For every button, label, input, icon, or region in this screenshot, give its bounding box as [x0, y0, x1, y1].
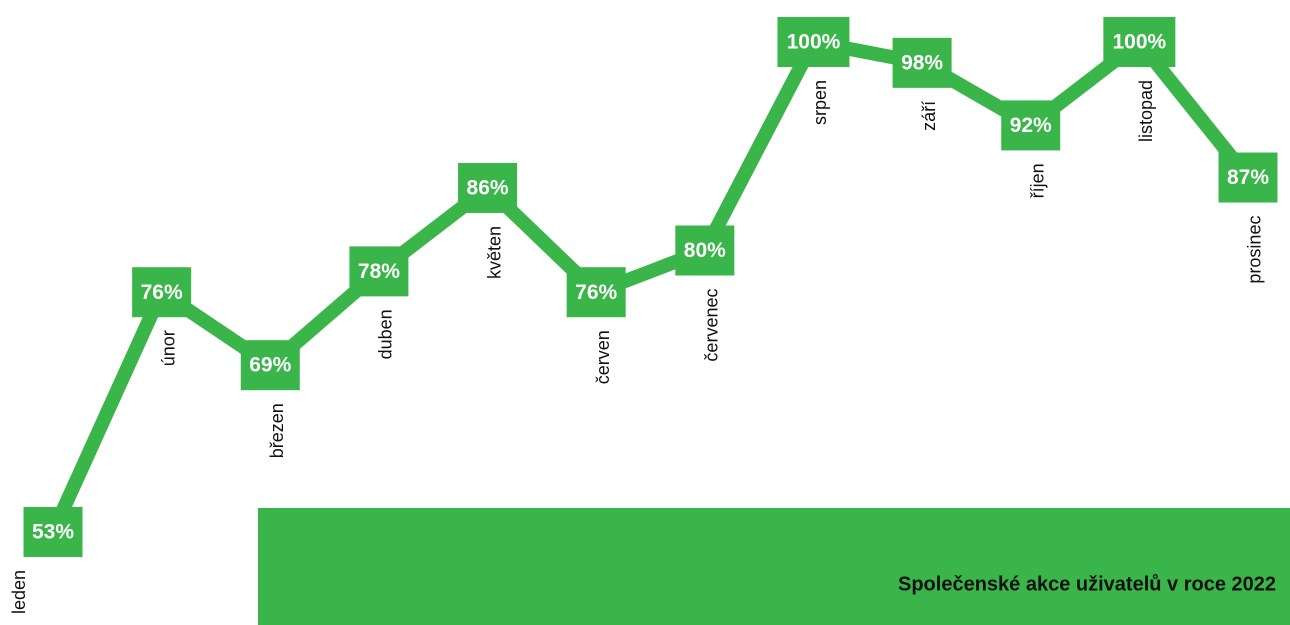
category-label: listopad — [1136, 80, 1156, 142]
data-label: 87% — [1227, 166, 1269, 189]
data-label: 100% — [1113, 31, 1167, 54]
category-label: prosinec — [1245, 216, 1265, 284]
label-box — [240, 340, 300, 391]
label-box — [1001, 100, 1061, 151]
label-box — [566, 267, 626, 318]
data-label: 78% — [358, 260, 400, 283]
category-label: květen — [484, 226, 504, 279]
label-box — [349, 246, 409, 297]
data-label: 69% — [249, 354, 291, 377]
category-label: září — [919, 101, 939, 131]
data-label: 98% — [901, 51, 943, 74]
data-label: 76% — [141, 281, 183, 304]
label-box — [458, 162, 518, 213]
label-box — [675, 225, 735, 276]
data-label: 53% — [32, 521, 74, 544]
category-label: červenec — [702, 289, 722, 362]
category-label: srpen — [810, 80, 830, 125]
line — [46, 32, 1254, 535]
label-box — [23, 507, 83, 557]
label-box — [132, 267, 192, 318]
data-label: 100% — [787, 31, 841, 54]
data-label: 76% — [575, 281, 617, 304]
category-label: duben — [376, 309, 396, 359]
label-box — [777, 17, 850, 67]
data-label: 80% — [684, 239, 726, 262]
chart-title: Společenské akce uživatelů v roce 2022 — [898, 573, 1276, 595]
label-box — [892, 37, 952, 88]
title-box — [258, 508, 1290, 625]
data-label: 92% — [1010, 114, 1052, 137]
label-box — [1103, 17, 1176, 67]
category-label: červen — [593, 330, 613, 384]
category-label: únor — [158, 330, 178, 366]
label-box — [1218, 152, 1278, 203]
category-label: říjen — [1027, 163, 1047, 198]
category-label: březen — [267, 403, 287, 458]
category-label: leden — [9, 570, 29, 614]
data-label: 86% — [467, 177, 509, 200]
